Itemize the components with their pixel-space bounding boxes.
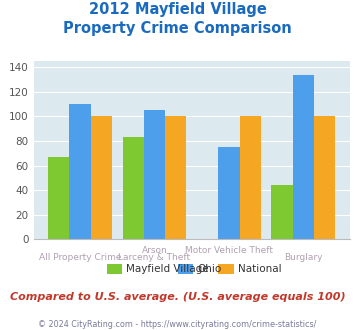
Text: © 2024 CityRating.com - https://www.cityrating.com/crime-statistics/: © 2024 CityRating.com - https://www.city… bbox=[38, 320, 317, 329]
Text: 2012 Mayfield Village: 2012 Mayfield Village bbox=[88, 2, 267, 16]
Text: All Property Crime: All Property Crime bbox=[39, 253, 121, 262]
Text: Burglary: Burglary bbox=[284, 253, 323, 262]
Text: Compared to U.S. average. (U.S. average equals 100): Compared to U.S. average. (U.S. average … bbox=[10, 292, 345, 302]
Text: National: National bbox=[238, 264, 282, 274]
Bar bbox=[314, 116, 335, 239]
Text: Larceny & Theft: Larceny & Theft bbox=[119, 253, 191, 262]
Bar bbox=[165, 116, 186, 239]
Text: Motor Vehicle Theft: Motor Vehicle Theft bbox=[185, 246, 273, 255]
Bar bbox=[48, 157, 69, 239]
Text: Mayfield Village: Mayfield Village bbox=[126, 264, 209, 274]
Bar bbox=[144, 110, 165, 239]
Text: Ohio: Ohio bbox=[197, 264, 221, 274]
Bar bbox=[293, 75, 314, 239]
Bar bbox=[218, 147, 240, 239]
Text: Arson: Arson bbox=[142, 246, 167, 255]
Bar bbox=[122, 137, 144, 239]
Bar bbox=[272, 185, 293, 239]
Text: Property Crime Comparison: Property Crime Comparison bbox=[63, 21, 292, 36]
Bar bbox=[69, 104, 91, 239]
Bar bbox=[91, 116, 112, 239]
Bar bbox=[240, 116, 261, 239]
